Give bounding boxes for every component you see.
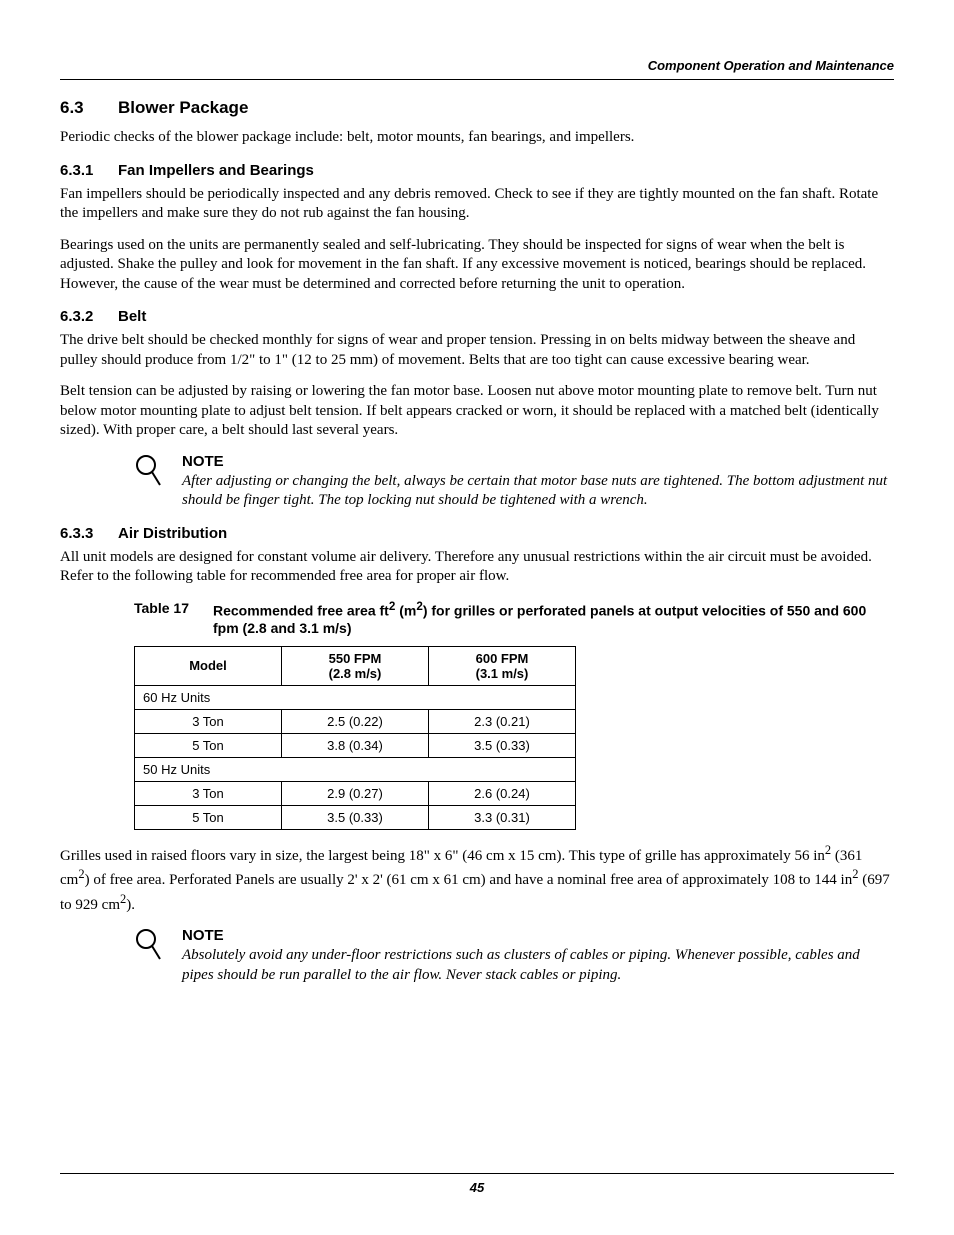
section-title: Fan Impellers and Bearings	[118, 162, 314, 179]
col-550: 550 FPM (2.8 m/s)	[282, 646, 429, 685]
table-header-row: Model 550 FPM (2.8 m/s) 600 FPM (3.1 m/s…	[135, 646, 576, 685]
section-title: Belt	[118, 308, 146, 325]
table-row: 5 Ton 3.5 (0.33) 3.3 (0.31)	[135, 805, 576, 829]
group-50hz: 50 Hz Units	[135, 757, 576, 781]
table-row: 3 Ton 2.9 (0.27) 2.6 (0.24)	[135, 781, 576, 805]
col-600: 600 FPM (3.1 m/s)	[429, 646, 576, 685]
footer-rule	[60, 1173, 894, 1174]
magnifier-icon	[134, 453, 164, 489]
note-body: After adjusting or changing the belt, al…	[182, 472, 894, 511]
para-6-3-3-b: Grilles used in raised floors vary in si…	[60, 842, 894, 916]
note-heading: NOTE	[182, 453, 894, 470]
para-6-3-intro: Periodic checks of the blower package in…	[60, 128, 894, 148]
note-body: Absolutely avoid any under-floor restric…	[182, 946, 894, 985]
table-caption: Table 17 Recommended free area ft2 (m2) …	[134, 599, 894, 638]
section-title: Air Distribution	[118, 525, 227, 542]
table-row: 3 Ton 2.5 (0.22) 2.3 (0.21)	[135, 709, 576, 733]
section-number: 6.3.1	[60, 162, 118, 179]
table-group-row: 60 Hz Units	[135, 685, 576, 709]
section-number: 6.3.3	[60, 525, 118, 542]
header-rule	[60, 79, 894, 80]
heading-6-3-2: 6.3.2Belt	[60, 308, 894, 325]
note-heading: NOTE	[182, 927, 894, 944]
page-number: 45	[470, 1180, 484, 1195]
para-6-3-3-a: All unit models are designed for constan…	[60, 548, 894, 587]
group-60hz: 60 Hz Units	[135, 685, 576, 709]
running-head: Component Operation and Maintenance	[60, 58, 894, 73]
free-area-table: Model 550 FPM (2.8 m/s) 600 FPM (3.1 m/s…	[134, 646, 576, 830]
section-number: 6.3.2	[60, 308, 118, 325]
heading-6-3: 6.3Blower Package	[60, 98, 894, 118]
para-6-3-2-b: Belt tension can be adjusted by raising …	[60, 382, 894, 441]
section-number: 6.3	[60, 98, 118, 118]
note-block-belt: NOTE After adjusting or changing the bel…	[134, 453, 894, 511]
table-group-row: 50 Hz Units	[135, 757, 576, 781]
para-6-3-1-a: Fan impellers should be periodically ins…	[60, 185, 894, 224]
table-caption-text: Recommended free area ft2 (m2) for grill…	[213, 599, 894, 638]
note-text: NOTE Absolutely avoid any under-floor re…	[182, 927, 894, 985]
note-text: NOTE After adjusting or changing the bel…	[182, 453, 894, 511]
magnifier-icon	[134, 927, 164, 963]
table-row: 5 Ton 3.8 (0.34) 3.5 (0.33)	[135, 733, 576, 757]
table-label: Table 17	[134, 599, 189, 638]
heading-6-3-1: 6.3.1Fan Impellers and Bearings	[60, 162, 894, 179]
page: Component Operation and Maintenance 6.3B…	[0, 0, 954, 1235]
col-model: Model	[135, 646, 282, 685]
heading-6-3-3: 6.3.3Air Distribution	[60, 525, 894, 542]
section-title: Blower Package	[118, 98, 248, 117]
page-footer: 45	[0, 1173, 954, 1195]
para-6-3-1-b: Bearings used on the units are permanent…	[60, 236, 894, 295]
note-block-air: NOTE Absolutely avoid any under-floor re…	[134, 927, 894, 985]
para-6-3-2-a: The drive belt should be checked monthly…	[60, 331, 894, 370]
